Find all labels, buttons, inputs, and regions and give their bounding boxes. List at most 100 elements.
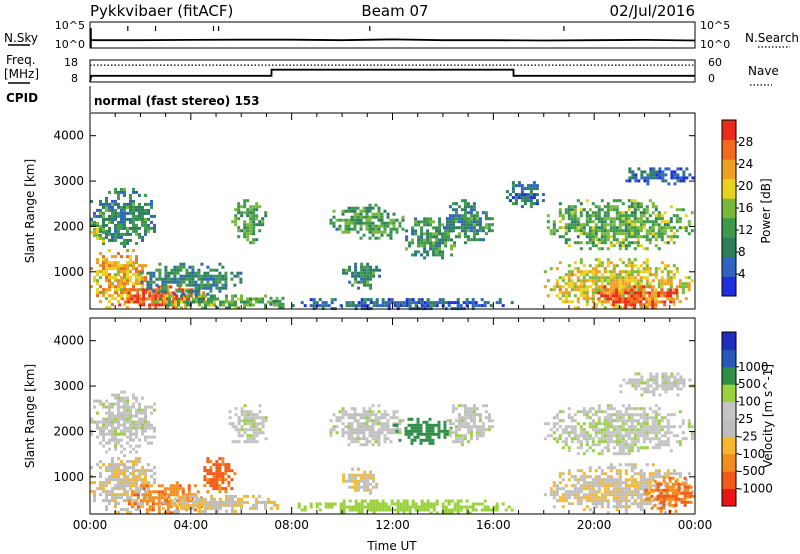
heatmap-cell xyxy=(160,493,164,497)
heatmap-cell xyxy=(360,265,364,269)
heatmap-cell xyxy=(209,481,213,485)
heatmap-cell xyxy=(151,291,155,295)
heatmap-cell xyxy=(111,490,114,494)
heatmap-cell xyxy=(123,481,126,485)
heatmap-cell xyxy=(194,271,198,275)
heatmap-cell xyxy=(546,226,550,230)
heatmap-cell xyxy=(281,302,285,306)
heatmap-cell xyxy=(663,241,667,245)
heatmap-cell xyxy=(318,298,322,302)
heatmap-cell xyxy=(618,443,622,447)
heatmap-cell xyxy=(618,425,622,429)
heatmap-cell xyxy=(142,484,146,488)
heatmap-cell xyxy=(111,267,114,271)
heatmap-cell xyxy=(636,205,640,209)
heatmap-cell xyxy=(150,205,153,209)
heatmap-cell xyxy=(630,214,634,218)
heatmap-cell xyxy=(362,407,366,411)
heatmap-cell xyxy=(659,497,663,501)
heatmap-cell xyxy=(99,420,102,424)
heatmap-cell xyxy=(392,416,396,420)
heatmap-cell xyxy=(243,431,247,435)
heatmap-cell xyxy=(141,417,144,421)
heatmap-cell xyxy=(654,446,658,450)
heatmap-cell xyxy=(133,300,137,304)
heatmap-cell xyxy=(609,404,613,408)
heatmap-cell xyxy=(341,218,345,222)
heatmap-cell xyxy=(383,221,387,225)
heatmap-cell xyxy=(114,288,117,292)
heatmap-cell xyxy=(249,217,253,221)
heatmap-cell xyxy=(108,478,111,482)
heatmap-cell xyxy=(147,423,150,427)
heatmap-cell xyxy=(648,294,652,298)
heatmap-cell xyxy=(600,220,604,224)
heatmap-cell xyxy=(673,182,677,186)
heatmap-cell xyxy=(138,475,141,479)
heatmap-cell xyxy=(618,279,622,283)
heatmap-cell xyxy=(120,187,123,191)
heatmap-cell xyxy=(659,500,663,504)
heatmap-cell xyxy=(570,226,574,230)
heatmap-cell xyxy=(252,208,256,212)
heatmap-cell xyxy=(609,285,613,289)
heatmap-cell xyxy=(132,472,135,476)
heatmap-cell xyxy=(270,500,273,504)
heatmap-cell xyxy=(203,475,207,479)
heatmap-cell xyxy=(684,437,688,441)
heatmap-cell xyxy=(651,202,655,206)
heatmap-cell xyxy=(579,208,583,212)
heatmap-cell xyxy=(176,268,180,272)
heatmap-cell xyxy=(466,226,470,230)
heatmap-cell xyxy=(117,226,120,230)
heatmap-cell xyxy=(627,446,631,450)
heatmap-cell xyxy=(234,220,238,224)
heatmap-cell xyxy=(243,303,246,307)
heatmap-cell xyxy=(378,304,382,308)
heatmap-cell xyxy=(504,508,508,512)
heatmap-cell xyxy=(318,502,322,506)
heatmap-cell xyxy=(203,274,207,278)
heatmap-cell xyxy=(609,434,613,438)
heatmap-cell xyxy=(564,440,568,444)
heatmap-cell xyxy=(423,505,427,509)
heatmap-cell xyxy=(399,301,403,305)
heatmap-cell xyxy=(681,431,685,435)
heatmap-cell xyxy=(558,434,562,438)
heatmap-cell xyxy=(573,261,577,265)
heatmap-cell xyxy=(597,502,601,506)
heatmap-cell xyxy=(457,437,461,441)
heatmap-cell xyxy=(600,437,604,441)
heatmap-cell xyxy=(190,493,194,497)
heatmap-cell xyxy=(221,478,225,482)
heatmap-cell xyxy=(127,300,131,304)
heatmap-cell xyxy=(369,473,373,477)
heatmap-cell xyxy=(366,479,370,483)
heatmap-cell xyxy=(111,303,114,307)
heatmap-cell xyxy=(126,276,129,280)
heatmap-cell xyxy=(636,220,640,224)
heatmap-cell xyxy=(633,208,637,212)
heatmap-cell xyxy=(423,247,427,251)
heatmap-cell xyxy=(375,268,379,272)
heatmap-cell xyxy=(671,488,675,492)
heatmap-cell xyxy=(444,235,448,239)
heatmap-cell xyxy=(666,425,670,429)
heatmap-cell xyxy=(469,428,473,432)
heatmap-cell xyxy=(371,224,375,228)
heatmap-cell xyxy=(466,235,470,239)
heatmap-cell xyxy=(463,422,467,426)
heatmap-cell xyxy=(600,472,604,476)
heatmap-cell xyxy=(249,211,253,215)
heatmap-cell xyxy=(588,484,592,488)
heatmap-cell xyxy=(392,413,396,417)
heatmap-cell xyxy=(651,297,655,301)
heatmap-cell xyxy=(365,212,369,216)
heatmap-cell xyxy=(99,252,102,256)
heatmap-cell xyxy=(451,431,455,435)
heatmap-cell xyxy=(332,215,336,219)
heatmap-cell xyxy=(141,214,144,218)
heatmap-cell xyxy=(642,437,646,441)
heatmap-cell xyxy=(212,475,216,479)
heatmap-cell xyxy=(600,279,604,283)
